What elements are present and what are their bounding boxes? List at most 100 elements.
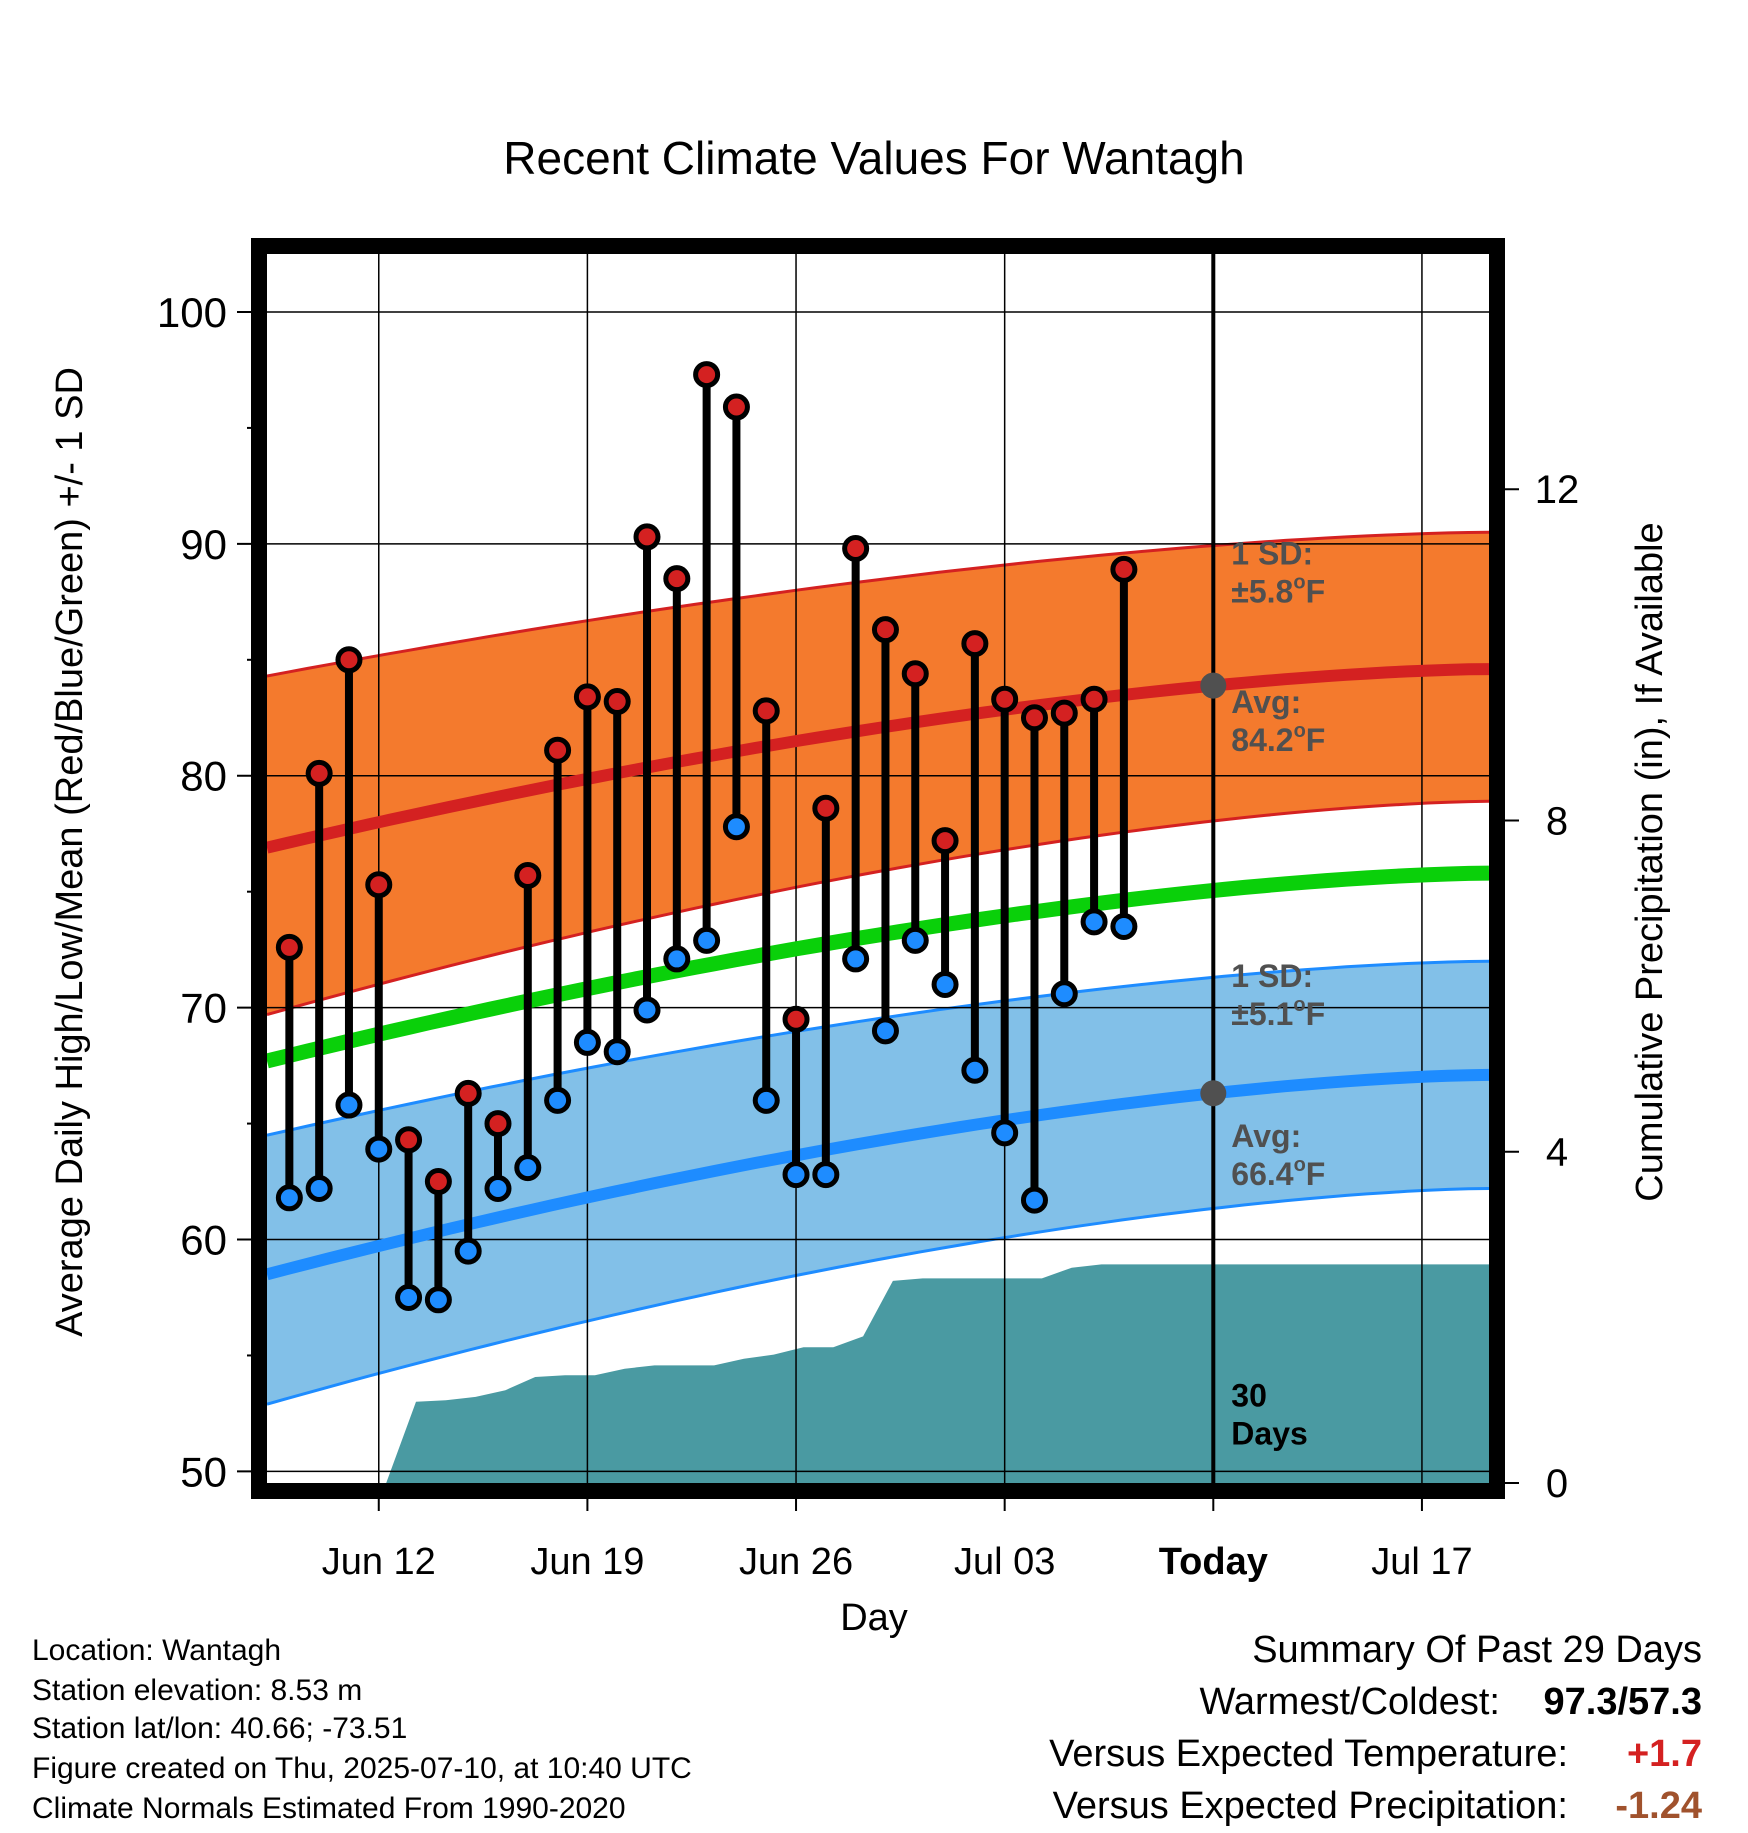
high-avg-annotation-line2: 84.2 (1231, 722, 1293, 758)
daily-high-point (1020, 704, 1048, 732)
daily-low-point (544, 1086, 572, 1114)
daily-low-point (842, 945, 870, 973)
daily-high-point (305, 759, 333, 787)
footer-latlon: Station lat/lon: 40.66; -73.51 (32, 1712, 407, 1745)
precipitation-area (267, 1264, 1489, 1483)
daily-high-point (365, 871, 393, 899)
y2-tick-label: 8 (1546, 799, 1568, 843)
summary-precip-label: Versus Expected Precipitation: (1053, 1785, 1568, 1827)
daily-low-point (395, 1283, 423, 1311)
y-tick-label: 80 (180, 753, 227, 800)
summary-heading: Summary Of Past 29 Days (1252, 1629, 1702, 1671)
precip-days-annotation-line1: 30 (1231, 1377, 1267, 1413)
y-tick-label: 90 (180, 521, 227, 568)
daily-high-point (573, 683, 601, 711)
mean-normal-line (267, 865, 1489, 1069)
daily-low-point (484, 1175, 512, 1203)
high-sd-band-lower-edge (267, 799, 1489, 1017)
daily-low-point (991, 1119, 1019, 1147)
daily-high-point (693, 361, 721, 389)
low-sd-annotation-line2: ±5.1 (1231, 996, 1293, 1032)
daily-low-point (693, 926, 721, 954)
daily-low-point (663, 945, 691, 973)
daily-high-point (633, 523, 661, 551)
daily-high-point (991, 685, 1019, 713)
high-avg-annotation: Avg: 84.2oF (1231, 684, 1325, 758)
high-sd-annotation-line2: ±5.8 (1231, 574, 1293, 610)
today-low-marker (1200, 1080, 1227, 1107)
daily-high-point (544, 736, 572, 764)
high-sd-annotation-unit: F (1306, 574, 1326, 610)
summary-warm-cold-value: 97.3/57.3 (1544, 1681, 1703, 1723)
daily-low-point (633, 996, 661, 1024)
daily-low-point (722, 813, 750, 841)
y-axis-label: Average Daily High/Low/Mean (Red/Blue/Gr… (49, 367, 91, 1337)
daily-high-point (514, 861, 542, 889)
summary-separator: / (1617, 1681, 1628, 1723)
high-avg-annotation-degree: o (1294, 720, 1306, 742)
low-sd-annotation-degree: o (1293, 994, 1305, 1016)
daily-high-point (722, 393, 750, 421)
y-tick-label: 50 (180, 1448, 227, 1495)
daily-high-point (812, 794, 840, 822)
daily-low-point (931, 970, 959, 998)
y-tick-label: 60 (180, 1217, 227, 1264)
precip-days-annotation-line2: Days (1231, 1415, 1308, 1451)
y2-tick-label: 0 (1546, 1462, 1568, 1506)
x-tick-label: Today (1159, 1541, 1268, 1583)
daily-low-point (1110, 912, 1138, 940)
high-avg-annotation-line1: Avg: (1231, 684, 1301, 720)
daily-low-point (1050, 980, 1078, 1008)
daily-low-point (514, 1154, 542, 1182)
high-sd-band (267, 532, 1489, 1015)
daily-low-point (901, 926, 929, 954)
daily-low-point (573, 1028, 601, 1056)
daily-low-point (335, 1091, 363, 1119)
daily-low-point (752, 1086, 780, 1114)
daily-high-point (395, 1126, 423, 1154)
daily-low-point (454, 1237, 482, 1265)
low-avg-annotation-unit: F (1306, 1156, 1326, 1192)
daily-high-point (1050, 699, 1078, 727)
summary-warm-cold-label: Warmest/Coldest: (1199, 1681, 1500, 1723)
y2-axis-label: Cumulative Precipitation (in), If Availa… (1629, 522, 1671, 1201)
plot-frame (251, 238, 1505, 1499)
footer-created: Figure created on Thu, 2025-07-10, at 10… (32, 1752, 692, 1785)
low-avg-annotation: Avg: 66.4oF (1231, 1118, 1325, 1192)
x-tick-label: Jul 03 (954, 1541, 1055, 1583)
low-sd-annotation-line1: 1 SD: (1231, 958, 1313, 994)
high-avg-annotation-unit: F (1306, 722, 1326, 758)
daily-high-point (275, 933, 303, 961)
footer-location: Location: Wantagh (32, 1634, 281, 1667)
low-sd-annotation: 1 SD: ±5.1oF (1231, 958, 1325, 1032)
y2-tick-label: 12 (1535, 468, 1580, 512)
summary-panel: Summary Of Past 29 Days Warmest/Coldest:… (1049, 1629, 1702, 1827)
summary-coldest: 57.3 (1628, 1681, 1702, 1723)
daily-high-point (901, 660, 929, 688)
daily-low-point (305, 1175, 333, 1203)
y2-tick-label: 4 (1546, 1131, 1568, 1175)
low-avg-annotation-line2: 66.4 (1231, 1156, 1293, 1192)
summary-warmest: 97.3 (1544, 1681, 1618, 1723)
low-avg-annotation-degree: o (1294, 1154, 1306, 1176)
daily-low-point (275, 1184, 303, 1212)
low-avg-annotation-line1: Avg: (1231, 1118, 1301, 1154)
chart-title: Recent Climate Values For Wantagh (503, 132, 1244, 184)
daily-low-point (603, 1038, 631, 1066)
daily-high-point (484, 1110, 512, 1138)
daily-low-point (961, 1056, 989, 1084)
daily-low-point (365, 1135, 393, 1163)
footer-elevation: Station elevation: 8.53 m (32, 1674, 362, 1707)
summary-precip-value: -1.24 (1615, 1785, 1702, 1827)
summary-temp-value: +1.7 (1627, 1733, 1702, 1775)
x-axis-label: Day (840, 1597, 908, 1639)
daily-high-point (961, 630, 989, 658)
y-tick-label: 70 (180, 985, 227, 1032)
low-sd-annotation-unit: F (1306, 996, 1326, 1032)
daily-high-point (752, 697, 780, 725)
summary-temp-label: Versus Expected Temperature: (1049, 1733, 1568, 1775)
daily-high-point (335, 646, 363, 674)
x-tick-label: Jun 19 (530, 1541, 644, 1583)
high-sd-annotation: 1 SD: ±5.8oF (1231, 536, 1325, 610)
